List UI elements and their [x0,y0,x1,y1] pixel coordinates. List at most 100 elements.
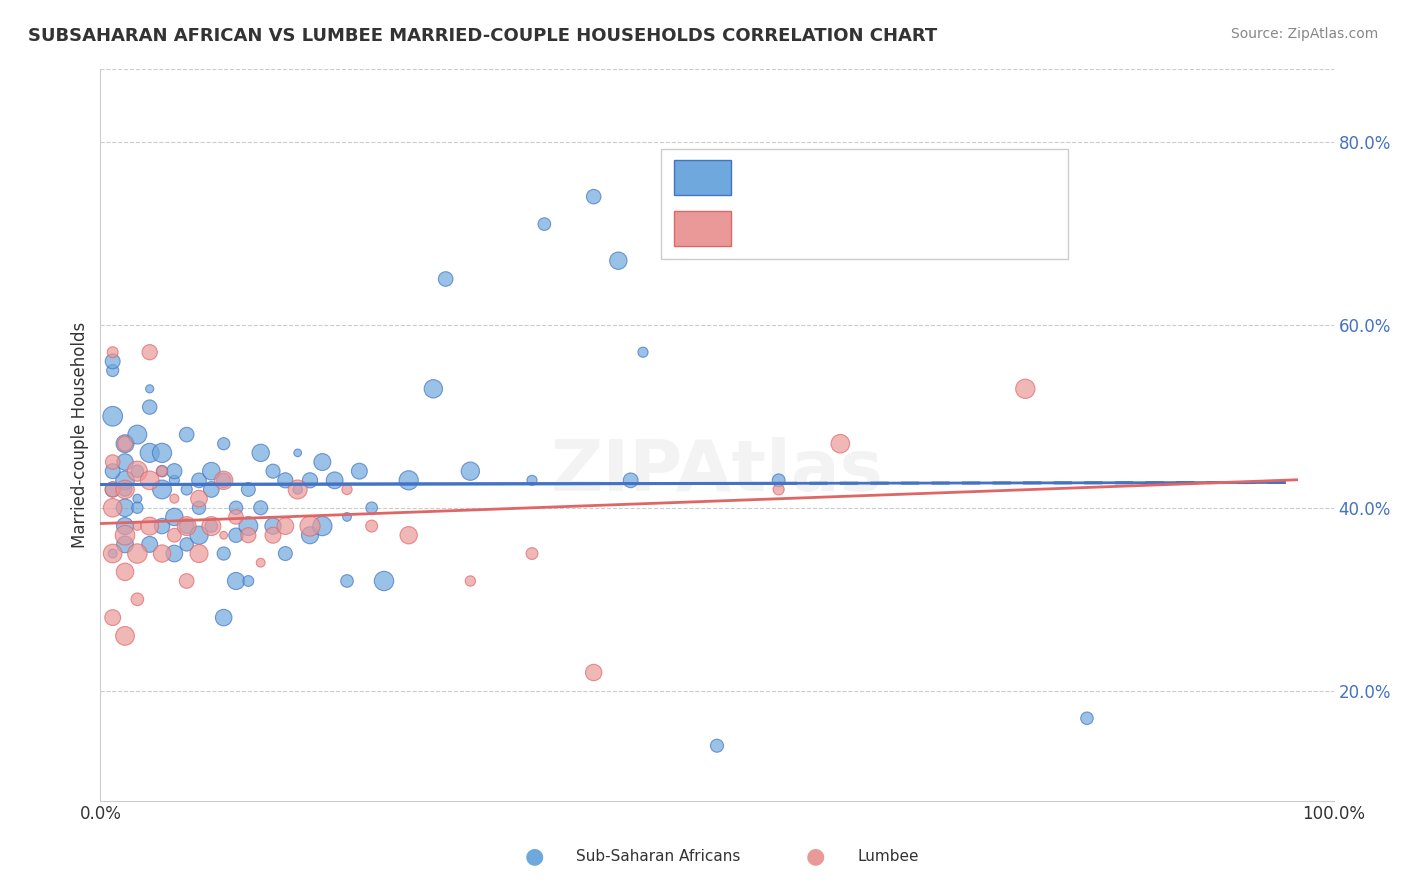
Point [520,547,543,561]
Point [163,491,186,506]
Point [101,363,124,377]
Point [127,500,149,515]
Point [434,272,457,286]
Point [262,519,284,533]
Point [163,464,186,478]
Point [238,574,260,588]
Point [188,528,211,542]
Point [582,665,605,680]
Point [212,547,235,561]
Y-axis label: Married-couple Households: Married-couple Households [72,321,89,548]
Point [127,427,149,442]
Text: Sub-Saharan Africans: Sub-Saharan Africans [576,849,741,863]
Point [114,436,136,450]
Point [249,446,271,460]
Point [238,519,260,533]
Point [101,345,124,359]
Point [101,547,124,561]
Point [349,464,371,478]
Point [311,519,333,533]
Point [274,519,297,533]
Point [422,382,444,396]
Point [212,436,235,450]
Point [127,519,149,533]
Point [127,592,149,607]
Point [138,537,160,551]
Point [150,483,173,497]
Point [176,483,198,497]
Point [101,409,124,424]
Point [200,464,222,478]
Point [225,574,247,588]
Point [101,500,124,515]
Point [398,528,420,542]
Point [114,473,136,487]
Point [188,473,211,487]
Point [101,610,124,624]
Point [150,547,173,561]
Text: ●: ● [806,847,825,866]
Point [176,537,198,551]
Point [188,500,211,515]
Point [225,500,247,515]
Text: ●: ● [524,847,544,866]
Point [200,519,222,533]
Point [287,446,309,460]
Point [274,473,297,487]
Point [336,483,359,497]
Point [114,537,136,551]
Point [262,464,284,478]
Point [631,345,654,359]
Point [114,483,136,497]
Point [768,483,790,497]
Point [114,629,136,643]
Point [138,382,160,396]
Point [114,436,136,450]
Point [582,189,605,203]
Point [225,528,247,542]
Point [460,464,482,478]
Point [336,510,359,524]
Point [706,739,728,753]
Point [114,483,136,497]
Text: Source: ZipAtlas.com: Source: ZipAtlas.com [1230,27,1378,41]
Point [520,473,543,487]
Point [360,500,382,515]
Point [163,510,186,524]
Point [150,464,173,478]
Point [1076,711,1098,725]
Point [101,354,124,368]
Point [460,574,482,588]
Point [101,547,124,561]
Point [114,519,136,533]
Point [101,455,124,469]
Point [830,436,852,450]
Point [607,253,630,268]
Point [176,574,198,588]
Point [127,547,149,561]
Point [138,473,160,487]
Point [238,528,260,542]
Point [249,500,271,515]
Point [533,217,555,231]
Point [398,473,420,487]
Point [768,473,790,487]
Point [114,528,136,542]
Point [114,500,136,515]
Point [238,483,260,497]
Point [212,473,235,487]
Point [101,483,124,497]
Point [176,519,198,533]
Point [188,491,211,506]
Point [127,464,149,478]
Point [212,473,235,487]
Point [311,455,333,469]
Point [138,519,160,533]
Point [298,473,321,487]
Text: ZIPAtlas: ZIPAtlas [551,437,883,506]
Point [101,464,124,478]
Text: SUBSAHARAN AFRICAN VS LUMBEE MARRIED-COUPLE HOUSEHOLDS CORRELATION CHART: SUBSAHARAN AFRICAN VS LUMBEE MARRIED-COU… [28,27,938,45]
Point [101,483,124,497]
Point [176,427,198,442]
Point [274,547,297,561]
